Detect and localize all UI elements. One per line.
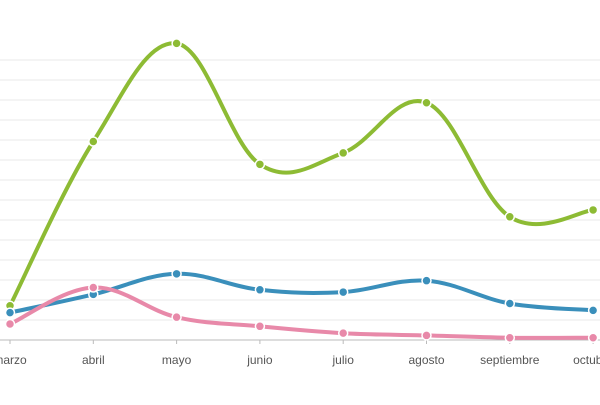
data-point-s2-agosto[interactable]: [421, 275, 432, 286]
data-point-s3-marzo[interactable]: [4, 318, 16, 330]
x-tick-label: septiembre: [480, 353, 540, 367]
data-point-s3-mayo[interactable]: [171, 311, 182, 323]
series-line-3: [8, 285, 596, 340]
series-line-1: [8, 41, 596, 308]
data-point-s1-julio[interactable]: [337, 147, 349, 159]
data-point-s1-septiembre[interactable]: [504, 211, 516, 223]
data-point-s1-octubre[interactable]: [587, 204, 599, 216]
x-tick-label: marzo: [0, 353, 27, 367]
data-point-s2-mayo[interactable]: [171, 268, 182, 280]
data-point-s1-agosto[interactable]: [421, 97, 432, 108]
data-point-s1-mayo[interactable]: [171, 38, 182, 49]
data-point-s2-septiembre[interactable]: [504, 298, 516, 309]
x-tick-label: agosto: [408, 353, 444, 367]
data-point-s3-agosto[interactable]: [421, 330, 432, 341]
gridlines: [0, 59, 600, 341]
x-tick-label: mayo: [162, 353, 192, 367]
data-point-s1-abril[interactable]: [88, 136, 99, 147]
x-tick-label: julio: [332, 353, 355, 367]
data-point-s3-junio[interactable]: [254, 321, 266, 332]
data-point-s2-junio[interactable]: [254, 284, 266, 296]
data-point-s3-julio[interactable]: [337, 327, 349, 339]
series-line-2: [8, 271, 596, 315]
data-point-s2-octubre[interactable]: [587, 305, 599, 316]
x-tick-label: octubre: [573, 353, 600, 367]
data-points: [4, 38, 599, 343]
data-point-s3-septiembre[interactable]: [504, 332, 516, 343]
x-tick-label: junio: [246, 353, 273, 367]
data-point-s2-marzo[interactable]: [4, 307, 16, 318]
x-tick-labels: marzo abril mayo junio julio agosto septiembre…: [0, 353, 600, 367]
data-point-s3-octubre[interactable]: [587, 332, 599, 343]
x-tick-label: abril: [82, 353, 105, 367]
data-point-s3-abril[interactable]: [88, 282, 99, 293]
data-point-s1-junio[interactable]: [254, 159, 266, 170]
data-point-s2-julio[interactable]: [337, 286, 349, 298]
